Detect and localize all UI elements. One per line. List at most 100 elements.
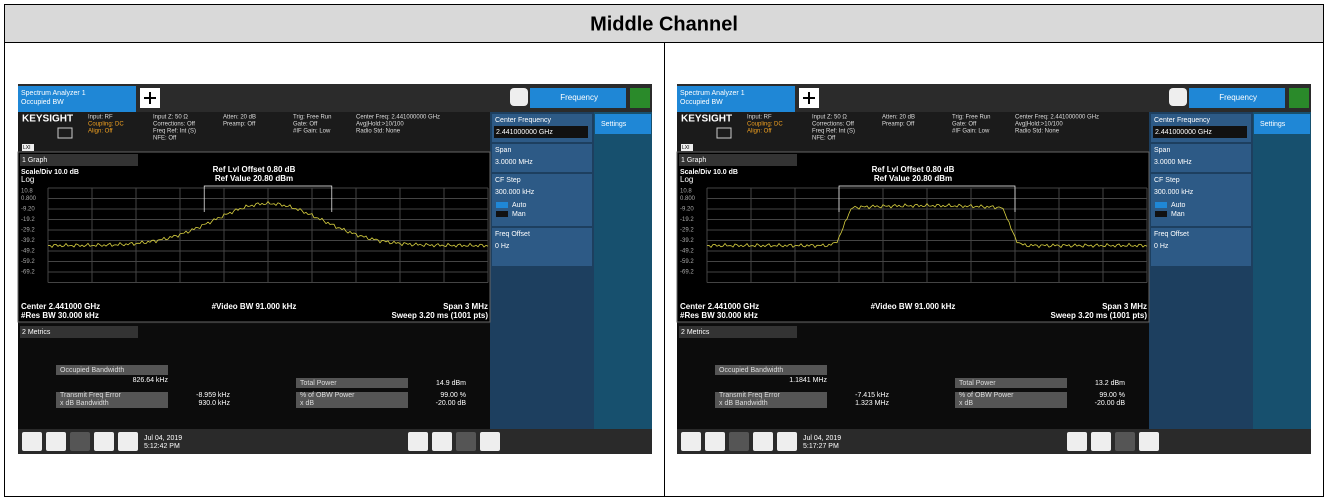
- metric-label-box: [955, 378, 1067, 388]
- taskbar-button[interactable]: [480, 432, 500, 451]
- taskbar-button[interactable]: [118, 432, 138, 451]
- y-axis-label: 0.800: [21, 196, 37, 202]
- info-text: Align: Off: [88, 129, 113, 135]
- taskbar-button[interactable]: [777, 432, 797, 451]
- info-text: #IF Gain: Low: [293, 129, 331, 135]
- toggle-on: [496, 202, 508, 208]
- info-text: Avg|Hold:>10/100: [356, 122, 404, 128]
- right-column: [1253, 112, 1311, 429]
- y-axis-label: -59.2: [680, 259, 694, 265]
- monitor-icon: [57, 127, 73, 139]
- metric-label: Total Power: [959, 380, 996, 387]
- info-text: Preamp: Off: [882, 122, 915, 128]
- metric-label: x dB: [300, 400, 314, 407]
- info-text: Input: RF: [747, 115, 772, 121]
- taskbar-button[interactable]: [681, 432, 701, 451]
- taskbar-button[interactable]: [94, 432, 114, 451]
- taskbar-button[interactable]: [432, 432, 452, 451]
- graph-area: [676, 151, 1150, 323]
- softkey[interactable]: [1151, 174, 1251, 226]
- y-axis-label: -49.2: [680, 249, 694, 255]
- graph-menu: 1 Graph: [22, 157, 47, 164]
- toggle-off: [1155, 211, 1167, 217]
- taskbar-button[interactable]: [705, 432, 725, 451]
- softkey[interactable]: [492, 174, 592, 226]
- metric-value: 1.1841 MHz: [789, 377, 827, 384]
- graph-dropdown[interactable]: [679, 154, 797, 166]
- info-text: Atten: 20 dB: [882, 115, 915, 121]
- metric-value: -7.415 kHz: [855, 392, 889, 399]
- info-row: [18, 112, 490, 152]
- graph-dropdown[interactable]: [20, 154, 138, 166]
- menu-dropdown[interactable]: [530, 88, 626, 108]
- info-text: Atten: 20 dB: [223, 115, 256, 121]
- metric-label-box: [56, 365, 168, 375]
- metrics-menu: 2 Metrics: [681, 329, 710, 336]
- softkey-value: 2.441000000 GHz: [496, 129, 553, 136]
- date: Jul 04, 2019: [144, 435, 182, 442]
- softkey-label: Freq Offset: [1154, 231, 1189, 238]
- metric-label-box: [56, 392, 168, 408]
- taskbar-button[interactable]: [1139, 432, 1159, 451]
- softkey[interactable]: [492, 144, 592, 172]
- taskbar-button[interactable]: [729, 432, 749, 451]
- softkey-label: CF Step: [1154, 177, 1180, 184]
- taskbar-button[interactable]: [1091, 432, 1111, 451]
- settings-tab[interactable]: [1254, 114, 1310, 134]
- softkey[interactable]: [1151, 144, 1251, 172]
- metric-label: Occupied Bandwidth: [719, 367, 783, 374]
- softkey[interactable]: [492, 228, 592, 266]
- metrics-dropdown[interactable]: [20, 326, 138, 338]
- metrics-area: [18, 324, 490, 429]
- y-axis-label: -29.2: [21, 228, 35, 234]
- taskbar-button[interactable]: [70, 432, 90, 451]
- metric-value: 99.00 %: [440, 392, 466, 399]
- metric-label: % of OBW Power: [959, 392, 1014, 399]
- metric-label: Occupied Bandwidth: [60, 367, 124, 374]
- toggle-label: Auto: [1171, 202, 1186, 209]
- res-bw: #Res BW 30.000 kHz: [21, 311, 99, 320]
- metric-label-box: [296, 378, 408, 388]
- settings-label: Settings: [601, 121, 627, 128]
- softkey-value: 3.0000 MHz: [495, 159, 533, 166]
- ref-offset: Ref Lvl Offset 0.80 dB: [872, 165, 955, 174]
- taskbar-button[interactable]: [1067, 432, 1087, 451]
- y-axis-label: -39.2: [680, 238, 694, 244]
- metric-label: x dB Bandwidth: [719, 400, 768, 407]
- softkey-value: 300.000 kHz: [1154, 189, 1194, 196]
- taskbar-button[interactable]: [46, 432, 66, 451]
- taskbar-button[interactable]: [408, 432, 428, 451]
- taskbar-button[interactable]: [22, 432, 42, 451]
- scale-label: Scale/Div 10.0 dB: [21, 169, 79, 176]
- y-axis-label: -9.20: [21, 207, 35, 213]
- metric-label-box: [715, 365, 827, 375]
- info-text: Preamp: Off: [223, 122, 256, 128]
- info-text: Input: RF: [88, 115, 113, 121]
- settings-gear[interactable]: [510, 88, 528, 106]
- softkey-value: 2.441000000 GHz: [1155, 129, 1212, 136]
- graph-area: [17, 151, 491, 323]
- taskbar-button[interactable]: [456, 432, 476, 451]
- softkey[interactable]: [1151, 228, 1251, 266]
- info-text: #IF Gain: Low: [952, 129, 990, 135]
- date: Jul 04, 2019: [803, 435, 841, 442]
- settings-gear[interactable]: [1169, 88, 1187, 106]
- mode-name: Occupied BW: [680, 99, 723, 106]
- softkey-label: Center Frequency: [1154, 117, 1211, 124]
- metric-value: -20.00 dB: [1095, 400, 1126, 407]
- taskbar-button[interactable]: [1115, 432, 1135, 451]
- metrics-dropdown[interactable]: [679, 326, 797, 338]
- metrics-menu: 2 Metrics: [22, 329, 51, 336]
- analyzer-screen: Spectrum Analyzer 1 Occupied BW Frequency K…: [676, 84, 1311, 454]
- softkey-label: Freq Offset: [495, 231, 530, 238]
- menu-dropdown[interactable]: [1189, 88, 1285, 108]
- info-text: Avg|Hold:>10/100: [1015, 122, 1063, 128]
- softkey-value: 3.0000 MHz: [1154, 159, 1192, 166]
- y-axis-label: -19.2: [21, 217, 35, 223]
- info-text: Gate: Off: [293, 122, 318, 128]
- settings-tab[interactable]: [595, 114, 651, 134]
- taskbar-button[interactable]: [753, 432, 773, 451]
- header-bg: [5, 5, 1323, 42]
- metric-value: 930.0 kHz: [198, 400, 230, 407]
- y-axis-label: -39.2: [21, 238, 35, 244]
